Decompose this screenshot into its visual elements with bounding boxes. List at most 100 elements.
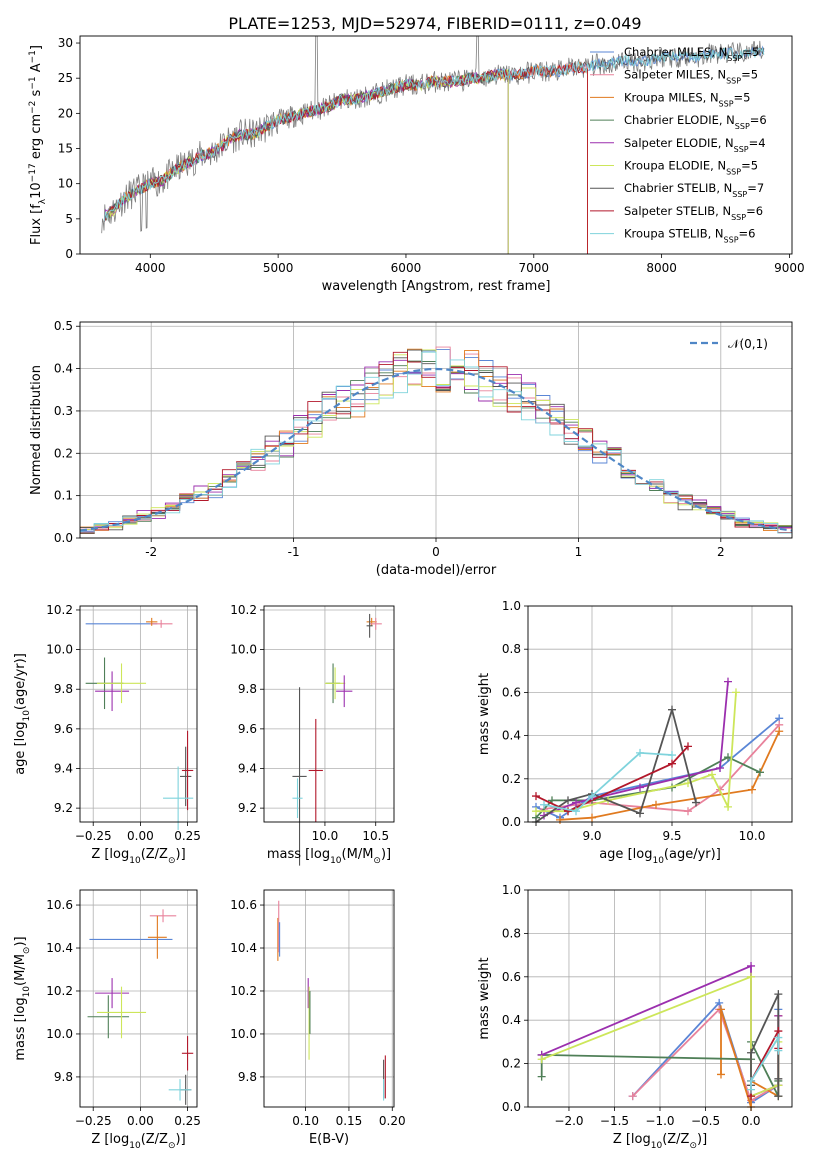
y-tick-label: 9.8 (54, 1070, 73, 1084)
y-tick-label: 15 (58, 142, 73, 156)
weight-line-7 (535, 745, 689, 813)
weight-marker (540, 800, 548, 809)
x-tick-label: 0.00 (127, 1114, 154, 1128)
errorbar-point-6 (292, 687, 307, 866)
y-tick-label: 0.3 (54, 404, 73, 418)
label-part: (M/M (13, 954, 28, 986)
residuals-chart: -2 -1 0 1 2 0.0 0.1 0.2 0.3 0.4 0.5 (data-model)/er… (29, 319, 793, 578)
y-tick-label: 10 (58, 177, 73, 191)
y-tick-label: 0.4 (502, 1013, 521, 1027)
weights_vs_Z-plot (537, 961, 783, 1111)
mass_vs_Z-chart: −0.25 0.00 0.259.810.010.210.410.6Z [log10… (13, 889, 201, 1151)
y-tick-label: 0.6 (502, 685, 521, 699)
label-part: )] (13, 936, 28, 946)
legend-entry: Salpeter STELIB, NSSP=6 (624, 204, 763, 222)
model-line-4 (103, 68, 509, 254)
x-tick-label: 0.10 (292, 1114, 319, 1128)
y-tick-label: 9.2 (238, 801, 257, 815)
x-tick-label: 0.20 (379, 1114, 406, 1128)
weights_vs_age-plot (532, 677, 784, 826)
label-part: age [log (13, 722, 28, 775)
x-tick-label: 4000 (135, 261, 166, 275)
weight-marker (716, 1005, 725, 1014)
y-tick-label: 0.0 (502, 815, 521, 829)
y-tick-label: 0.2 (502, 1057, 521, 1071)
errorbar-point-4 (324, 667, 346, 700)
label-part: s (29, 89, 44, 100)
y-axis-label: mass weight (477, 957, 492, 1039)
weight-marker (636, 809, 644, 818)
weight-marker (724, 677, 732, 686)
errorbar-point-0 (366, 617, 377, 626)
weight-marker (775, 727, 784, 736)
x-tick-label: 7000 (519, 261, 550, 275)
label-part: 10 (29, 182, 44, 199)
weight-marker (668, 759, 676, 768)
weight-marker (732, 688, 740, 697)
mass_vs_Z-plot (87, 909, 194, 1105)
x-axis-label: Z [log10(Z/Z⊙)] (91, 1132, 185, 1151)
weight-marker (652, 800, 660, 809)
axes-frame (79, 321, 793, 539)
y-tick-label: 5 (65, 212, 73, 226)
y-tick-label: 0.0 (54, 531, 73, 545)
weight-marker (532, 792, 540, 801)
age_vs_mass-plot (292, 613, 382, 866)
axes-frame (263, 889, 395, 1108)
label-part: λ (38, 198, 48, 204)
y-tick-label: 0.2 (502, 772, 521, 786)
weight-marker (564, 807, 572, 816)
errorbar-point-7 (308, 718, 323, 822)
label-part: 10 (129, 856, 141, 866)
y-tick-label: 0 (65, 247, 73, 261)
x-axis-label: Z [log10(Z/Z⊙)] (91, 847, 185, 866)
label-part: ⊙ (373, 856, 381, 866)
weight-marker (747, 1048, 756, 1057)
errorbar-point-2 (147, 915, 167, 959)
y-tick-label: 0.8 (502, 926, 521, 940)
x-tick-label: −0.25 (75, 829, 112, 843)
legend-entry: Salpeter ELODIE, NSSP=4 (624, 136, 766, 154)
legend-entry: Kroupa ELODIE, NSSP=5 (624, 159, 758, 177)
model-line-8 (103, 47, 765, 222)
weight-marker (537, 1072, 546, 1081)
label-part: )] (381, 847, 391, 862)
x-tick-label: 0.25 (174, 1114, 201, 1128)
label-part: mass [log (13, 997, 28, 1060)
x-tick-label: 8000 (646, 261, 677, 275)
y-tick-label: 9.6 (54, 722, 73, 736)
weight-marker (572, 807, 580, 816)
y-tick-label: 10.2 (46, 984, 73, 998)
x-axis-label: E(B-V) (309, 1132, 349, 1147)
label-part: ⊙ (22, 947, 32, 955)
figure-title: PLATE=1253, MJD=52974, FIBERID=0111, z=0… (228, 14, 641, 33)
y-tick-label: 30 (58, 36, 73, 50)
weights_vs_age-chart: 9.0 9.5 10.0 0.0 0.2 0.4 0.6 0.8 1.0 age [log10(a… (477, 599, 793, 866)
label-part: −2 (28, 101, 38, 114)
errorbar-point-7 (181, 1036, 194, 1071)
x-tick-label: 10.0 (312, 829, 339, 843)
x-tick-label: 10.5 (362, 829, 389, 843)
y-tick-label: 10.2 (46, 603, 73, 617)
spectrum-plot (101, 36, 765, 254)
weight-marker (774, 1033, 783, 1042)
axes-frame (79, 889, 198, 1108)
y-tick-label: 10.6 (230, 898, 257, 912)
y-tick-label: 1.0 (502, 599, 521, 613)
x-tick-label: −0.5 (691, 1114, 720, 1128)
weight-marker (628, 1092, 637, 1101)
label-part: −1 (28, 50, 38, 63)
y-tick-label: 10.4 (230, 941, 257, 955)
x-tick-label: 0.25 (174, 829, 201, 843)
weights_vs_Z-chart: −2.0 −1.5 −1.0 −0.5 0.0 0.0 0.2 0.4 0.6 0.8 1.0 Z [… (477, 883, 793, 1151)
weight-line-4 (543, 681, 729, 817)
weight-marker (564, 796, 572, 805)
weight-marker (747, 972, 756, 981)
label-part: 10 (129, 1141, 141, 1151)
errorbar-point-1 (369, 617, 382, 630)
label-part: erg cm (29, 114, 44, 163)
spectrum-chart: 4000 5000 6000 7000 8000 9000 0 5 10 15 20 25 30 wave… (28, 35, 805, 294)
weight-marker (636, 783, 644, 792)
weight-marker (716, 764, 724, 772)
weight-marker (747, 1076, 756, 1085)
